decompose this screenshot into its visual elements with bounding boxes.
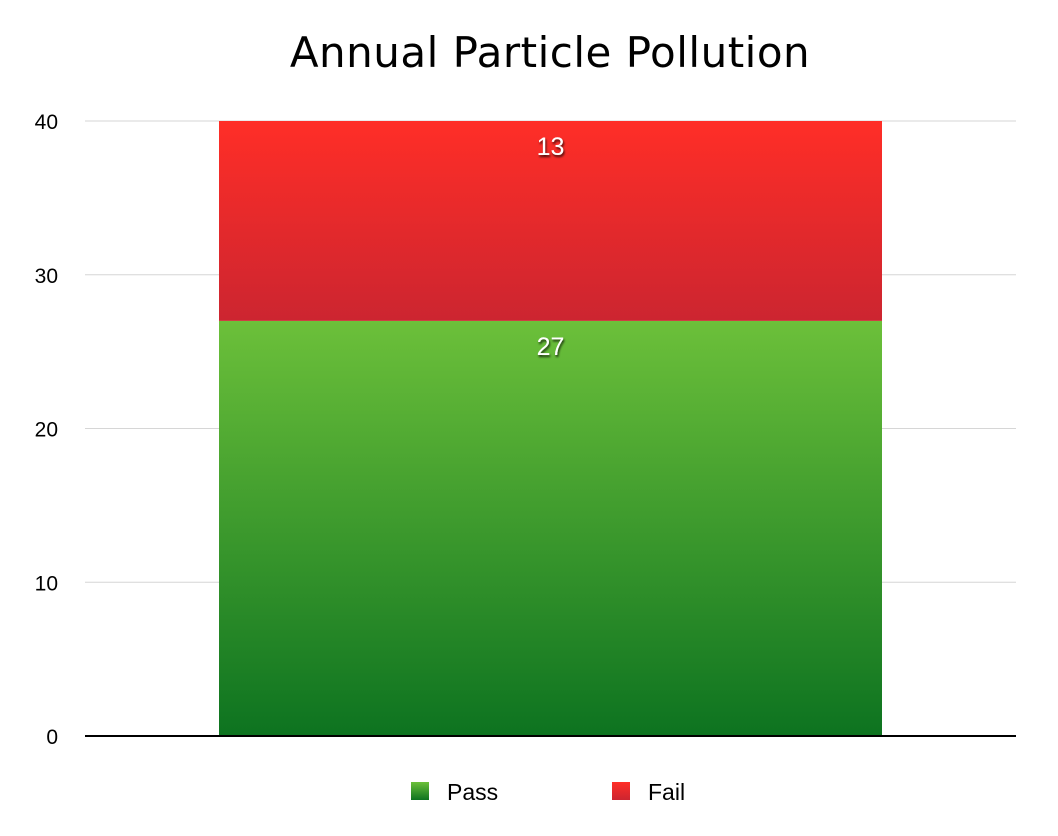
legend-swatch-fail	[612, 782, 630, 800]
y-tick-label: 30	[35, 265, 58, 288]
legend-swatch-pass	[411, 782, 429, 800]
legend: Pass Fail	[411, 779, 685, 805]
data-label-fail: 13	[537, 133, 565, 161]
chart-title: Annual Particle Pollution	[289, 28, 811, 77]
bar-fail	[219, 121, 882, 321]
data-labels: 27 13	[537, 133, 565, 361]
y-tick-label: 40	[35, 111, 58, 134]
legend-label-pass: Pass	[447, 779, 498, 805]
bars	[219, 121, 882, 736]
legend-label-fail: Fail	[648, 779, 685, 805]
bar-pass	[219, 320, 882, 736]
data-label-pass: 27	[537, 333, 565, 361]
y-tick-label: 20	[35, 419, 58, 442]
y-tick-label: 0	[46, 726, 58, 749]
y-tick-label: 10	[35, 572, 58, 595]
axes: 0 10 20 30 40	[35, 111, 1016, 749]
